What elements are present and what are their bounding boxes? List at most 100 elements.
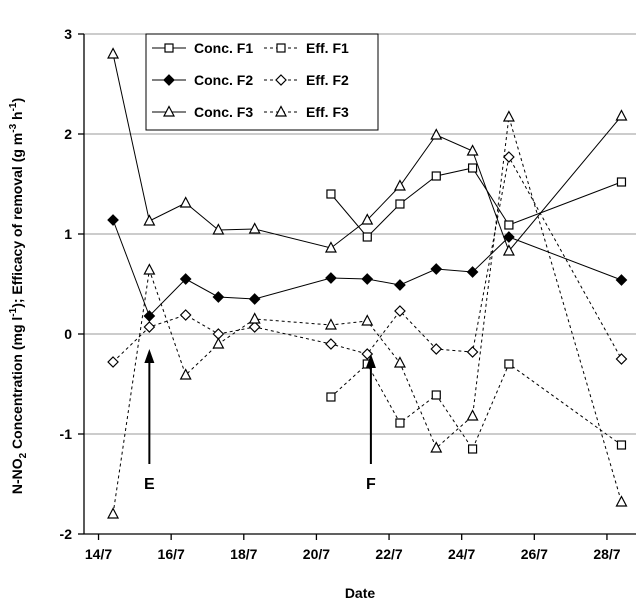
- square-marker: [431, 390, 441, 400]
- square-marker: [467, 163, 478, 173]
- x-tick-label: 26/7: [521, 546, 548, 562]
- triangle-marker: [502, 110, 515, 122]
- legend-label: Conc. F2: [194, 72, 253, 88]
- square-marker: [616, 177, 627, 187]
- x-axis-label: Date: [345, 585, 376, 601]
- series-eff-f3: [107, 110, 628, 519]
- diamond-marker: [430, 263, 443, 275]
- diamond-marker: [361, 348, 374, 360]
- series: [107, 47, 628, 519]
- x-tick-label: 24/7: [448, 546, 475, 562]
- diamond-marker: [503, 151, 515, 163]
- triangle-marker: [324, 241, 337, 253]
- square-marker: [362, 232, 372, 242]
- triangle-marker: [107, 47, 120, 59]
- legend-label: Eff. F1: [306, 40, 349, 56]
- square-marker: [504, 359, 514, 369]
- diamond-marker: [107, 356, 119, 368]
- triangle-marker: [143, 214, 156, 226]
- triangle-marker: [393, 356, 406, 368]
- triangle-marker: [275, 105, 287, 117]
- series-line: [330, 363, 622, 451]
- triangle-marker: [212, 223, 225, 235]
- series-conc-f1: [326, 163, 627, 242]
- triangle-marker: [179, 196, 192, 208]
- legend-box: [145, 33, 379, 131]
- diamond-marker: [275, 74, 287, 86]
- annotation-label: E: [144, 476, 155, 493]
- legend-entry-eff-f3: Eff. F3: [264, 104, 349, 120]
- annotation-arrowhead: [365, 354, 376, 368]
- triangle-marker: [466, 144, 479, 156]
- triangle-marker: [615, 109, 628, 121]
- triangle-marker: [179, 368, 192, 380]
- triangle-marker: [615, 495, 628, 507]
- diamond-marker: [361, 273, 374, 285]
- y-tick-label: 3: [64, 26, 72, 42]
- y-tick-label: -1: [60, 426, 73, 442]
- legend-label: Eff. F2: [306, 72, 349, 88]
- diamond-marker: [212, 291, 225, 303]
- square-marker: [616, 440, 627, 450]
- triangle-marker: [361, 213, 374, 225]
- diamond-marker: [143, 321, 156, 333]
- diamond-marker: [163, 74, 175, 86]
- annotation-label: F: [366, 476, 376, 493]
- x-tick-label: 20/7: [303, 546, 330, 562]
- diamond-marker: [615, 274, 628, 286]
- series-conc-f2: [107, 214, 628, 322]
- y-tick-label: -2: [60, 526, 73, 542]
- diamond-marker: [325, 272, 337, 284]
- legend-label: Conc. F1: [194, 40, 253, 56]
- square-marker: [504, 220, 514, 230]
- diamond-marker: [179, 309, 192, 321]
- y-axis-label: N-NO2 Concentration (mg l-1); Efficacy o…: [8, 98, 29, 494]
- x-tick-label: 14/7: [85, 546, 112, 562]
- square-marker: [395, 199, 405, 209]
- annotation-arrowhead: [144, 349, 155, 363]
- y-tick-label: 2: [64, 126, 72, 142]
- x-tick-label: 18/7: [230, 546, 257, 562]
- diamond-marker: [248, 293, 261, 305]
- square-marker: [164, 43, 174, 53]
- triangle-marker: [393, 179, 406, 191]
- triangle-marker: [107, 507, 120, 519]
- diamond-marker: [107, 214, 119, 226]
- series-conc-f3: [107, 47, 628, 256]
- square-marker: [326, 392, 336, 402]
- triangle-marker: [212, 337, 225, 349]
- legend: Conc. F1 Eff. F1 Conc. F2 Eff. F2 Conc. F3 Ef…: [145, 33, 379, 131]
- diamond-marker: [466, 266, 479, 278]
- diamond-marker: [503, 231, 515, 243]
- series-line: [330, 167, 622, 238]
- triangle-marker: [502, 244, 515, 256]
- series-line: [112, 53, 622, 252]
- diamond-marker: [394, 279, 406, 291]
- triangle-marker: [248, 222, 261, 234]
- y-tick-label: 1: [64, 226, 72, 242]
- triangle-marker: [430, 441, 443, 453]
- square-marker: [431, 171, 441, 181]
- triangle-marker: [430, 128, 443, 140]
- x-tick-label: 22/7: [375, 546, 402, 562]
- series-line: [112, 116, 622, 515]
- legend-entry-eff-f1: Eff. F1: [264, 40, 349, 56]
- legend-entry-conc-f2: Conc. F2: [152, 72, 253, 88]
- legend-label: Eff. F3: [306, 104, 349, 120]
- axes: -2 -1 0 1 2 3 14/7 16/7 18/7 20/7 22/7 24/7 26/7 28/7: [60, 26, 636, 562]
- square-marker: [326, 189, 336, 199]
- diamond-marker: [248, 321, 261, 333]
- x-tick-label: 28/7: [593, 546, 620, 562]
- y-tick-label: 0: [64, 326, 72, 342]
- square-marker: [467, 444, 478, 454]
- triangle-marker: [361, 314, 374, 326]
- triangle-marker: [248, 312, 261, 324]
- diamond-marker: [430, 343, 443, 355]
- diamond-marker: [615, 353, 628, 365]
- series-eff-f2: [107, 151, 628, 368]
- series-line: [112, 219, 622, 317]
- triangle-marker: [143, 263, 156, 275]
- square-marker: [395, 418, 405, 428]
- legend-entry-conc-f1: Conc. F1: [152, 40, 253, 56]
